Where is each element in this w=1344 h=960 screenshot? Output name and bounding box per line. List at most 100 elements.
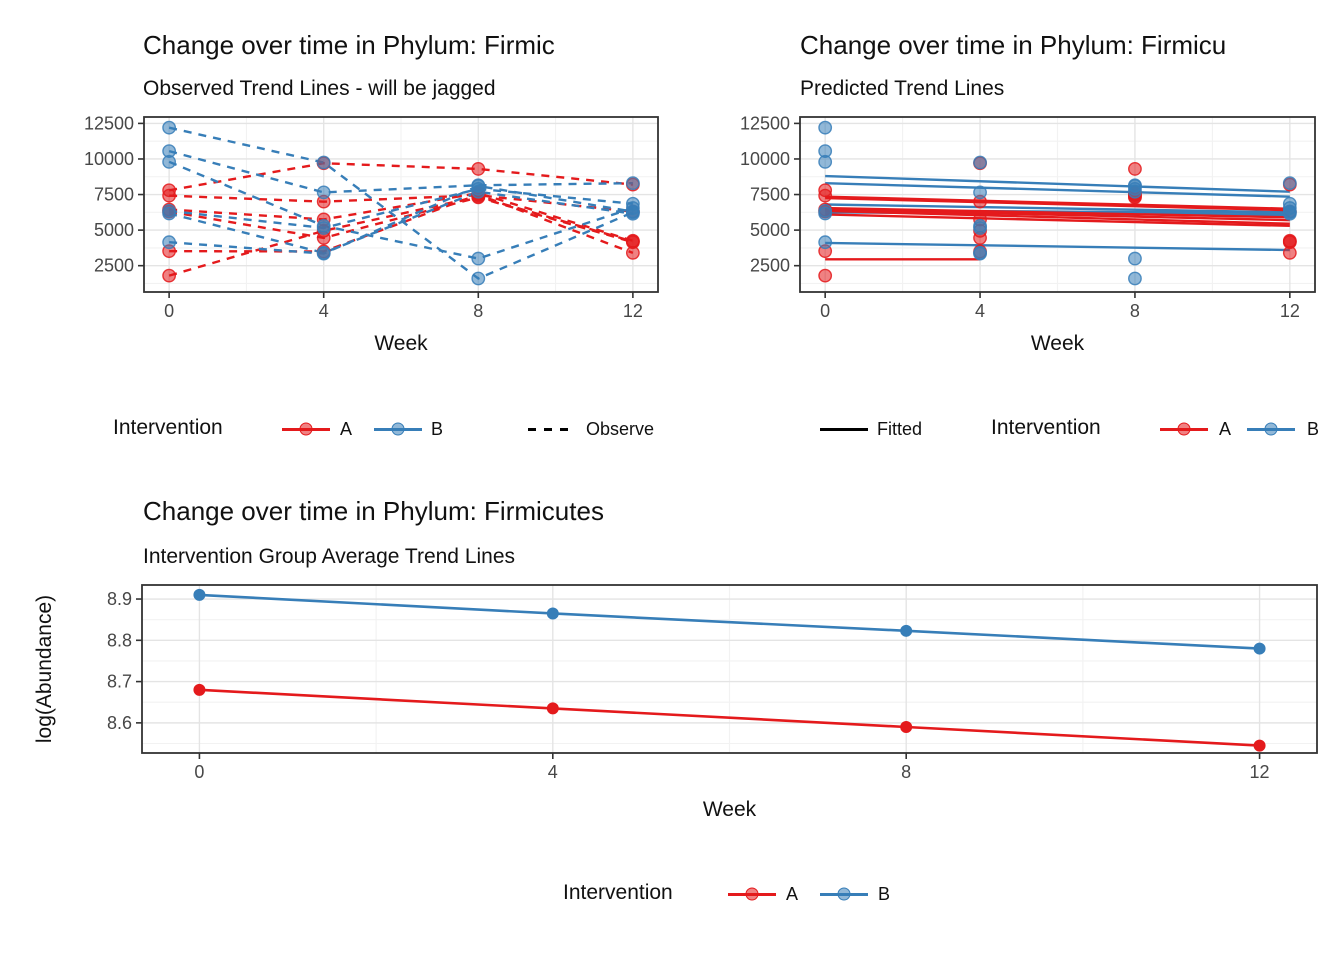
y-tick-label: 7500 [750,185,790,205]
observed-point-subject-B6 [625,204,640,219]
fitted-line-7 [825,196,1290,212]
observed-point-subject-B1 [316,155,331,170]
legend2-title: Intervention [991,416,1101,439]
legend1-title: Intervention [113,416,223,439]
x-tick-label: 4 [319,301,329,321]
panel-border [143,116,659,293]
scatter-point-subject-B6 [1128,179,1142,193]
fitted-line-9 [825,208,1290,222]
fitted-line-10 [825,209,1290,225]
y-tick-label: 10000 [84,149,134,169]
scatter-point-subject-B1 [973,155,987,170]
scatter-point-subject-B1 [1128,271,1142,286]
y-tick-label: 8.7 [107,672,132,692]
observed-point-subject-B6 [316,246,331,261]
fitted-line-6 [825,195,1290,210]
observed-line-subject-B2 [168,149,633,194]
panel2-x-axis-label: Week [1030,332,1085,355]
average-line-A [199,688,1260,747]
observed-point-subject-B3 [471,251,486,266]
legend2-fitted-key [820,419,868,439]
legend2-key-a [1160,419,1208,439]
y-tick-label: 2500 [94,256,134,276]
observed-point-subject-B5 [162,206,177,221]
panel1-title: Change over time in Phylum: Firmic [143,30,555,60]
x-tick-label: 8 [901,762,911,782]
observed-line-subject-A2 [169,194,634,213]
legend3-title: Intervention [563,881,673,904]
average-point-A [1253,739,1266,752]
scatter-point-subject-B4 [973,221,987,235]
observed-point-subject-B6 [162,235,177,250]
x-tick-label: 12 [623,301,643,321]
fitted-line-11 [825,213,1290,228]
x-tick-label: 0 [820,301,830,321]
x-tick-label: 8 [473,301,483,321]
legend3-label-a: A [786,884,799,904]
observed-line-subject-B5 [168,190,634,255]
x-tick-label: 12 [1250,762,1270,782]
scatter-point-subject-B2 [973,185,987,200]
fitted-line-1 [825,181,1290,198]
panel3-y-axis-label: log(Abundance) [33,594,56,744]
average-point-A [193,683,206,696]
fitted-line-5 [825,241,1290,252]
average-point-A [900,720,913,733]
legend1-key-b [374,419,422,439]
observed-point-subject-B6 [471,179,486,193]
scatter-point-subject-B6 [818,235,833,250]
legend1-dashed-key [528,419,574,439]
legend1-label-b: B [431,419,444,439]
y-tick-label: 2500 [750,256,790,276]
observed-line-subject-B3 [168,160,634,260]
x-tick-label: 0 [194,762,204,782]
x-tick-label: 12 [1280,301,1300,321]
observed-point-subject-B4 [316,221,331,235]
panel1-x-axis-label: Week [374,332,428,355]
fitted-line-0 [825,174,1290,193]
scatter-point-subject-B3 [1128,251,1142,266]
panel-border [799,116,1316,293]
legend1-label-a: A [340,419,353,439]
observed-point-subject-B2 [316,185,331,200]
legend3-label-b: B [878,884,891,904]
observed-point-subject-B3 [162,154,177,169]
y-tick-label: 12500 [740,113,790,133]
y-tick-label: 8.6 [107,713,132,733]
observed-point-subject-A5 [625,245,640,260]
y-tick-label: 5000 [94,220,134,240]
y-tick-label: 7500 [94,185,134,205]
observed-line-subject-A5 [169,193,634,254]
panel2-title: Change over time in Phylum: Firmicu [800,30,1227,60]
panel3-subtitle: Intervention Group Average Trend Lines [143,545,516,568]
y-tick-label: 5000 [750,220,790,240]
observed-line-subject-A3 [169,191,634,242]
observed-point-subject-A6 [625,234,640,249]
scatter-point-subject-B3 [818,154,833,169]
legend3-key-b [820,884,868,904]
average-point-B [193,588,206,601]
x-tick-label: 8 [1130,301,1140,321]
observed-line-subject-B4 [168,187,633,230]
average-line-B [199,593,1260,650]
legend1-observed-label: Observe [586,419,655,439]
legend2-fitted-label: Fitted [877,419,923,439]
scatter-point-subject-A6 [1282,234,1297,249]
average-point-A [546,702,559,715]
scatter-point-subject-B6 [973,246,987,261]
observed-line-subject-B6 [169,184,634,255]
observed-point-subject-A6 [162,268,177,283]
scatter-point-subject-A2 [818,188,833,203]
observed-line-subject-A6 [168,195,634,277]
average-point-B [546,607,559,620]
observed-point-subject-B2 [625,176,640,191]
scatter-point-subject-B6 [1282,204,1297,219]
scatter-point-subject-A5 [1282,245,1297,260]
legend1-key-a [282,419,330,439]
scatter-point-subject-A6 [818,268,833,283]
legend2-key-b [1247,419,1295,439]
panel3-x-axis-label: Week [702,798,757,821]
fitted-line-8 [825,206,1290,219]
